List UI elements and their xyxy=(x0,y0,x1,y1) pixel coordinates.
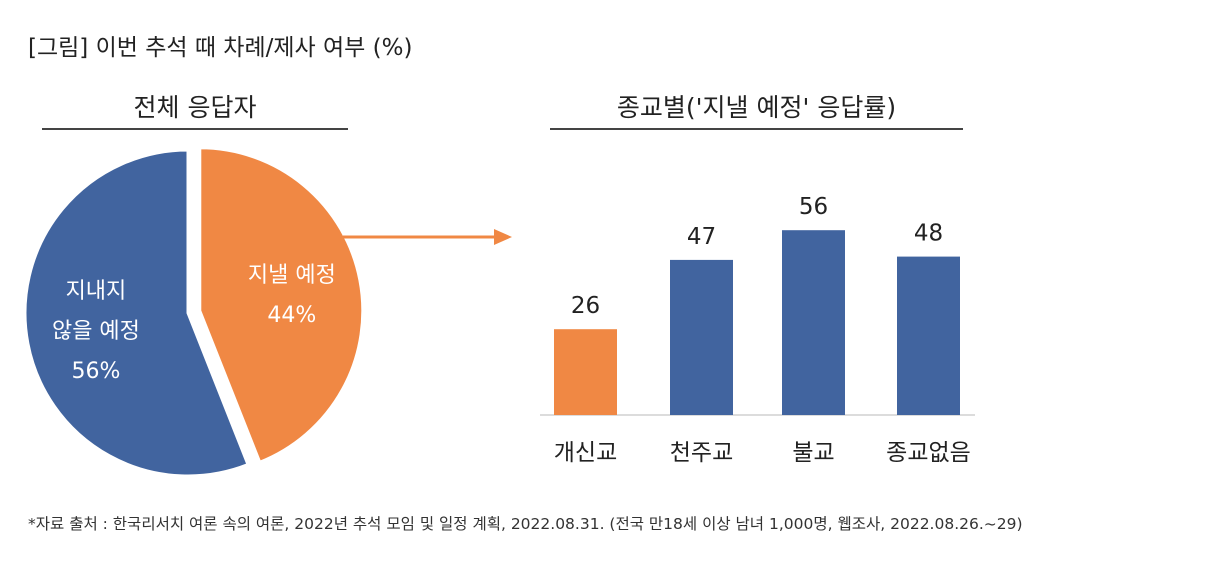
pie-label-label-line1: 지낼 예정 xyxy=(248,263,336,288)
pie-title: 전체 응답자 xyxy=(133,93,257,122)
pie-label-label-line1: 지내지 xyxy=(66,279,127,304)
x-tick-label: 천주교 xyxy=(670,440,733,466)
bar-value-label: 26 xyxy=(571,293,600,319)
bar-title: 종교별('지낼 예정' 응답률) xyxy=(616,93,897,122)
bar-0 xyxy=(554,329,617,415)
x-tick-label: 종교없음 xyxy=(886,440,971,466)
bar-value-label: 47 xyxy=(687,224,716,250)
bar-1 xyxy=(670,259,733,415)
pie-slice-1 xyxy=(23,148,250,478)
bar-value-label: 48 xyxy=(914,221,943,247)
bar-3 xyxy=(897,256,960,415)
arrow-head-icon xyxy=(494,229,512,245)
bar-value-label: 56 xyxy=(799,194,828,220)
pie-label-label-line2: 않을 예정 xyxy=(52,319,140,344)
pie-slice-0 xyxy=(198,146,365,465)
footnote: *자료 출처 : 한국리서치 여론 속의 여론, 2022년 추석 모임 및 일… xyxy=(28,515,1023,533)
bar-2 xyxy=(782,230,845,415)
figure-title: [그림] 이번 추석 때 차례/제사 여부 (%) xyxy=(28,35,413,61)
pie-label-value-label: 56% xyxy=(71,359,120,384)
x-tick-label: 불교 xyxy=(792,440,834,466)
x-tick-label: 개신교 xyxy=(554,440,617,466)
pie-label-value-label: 44% xyxy=(267,303,316,328)
